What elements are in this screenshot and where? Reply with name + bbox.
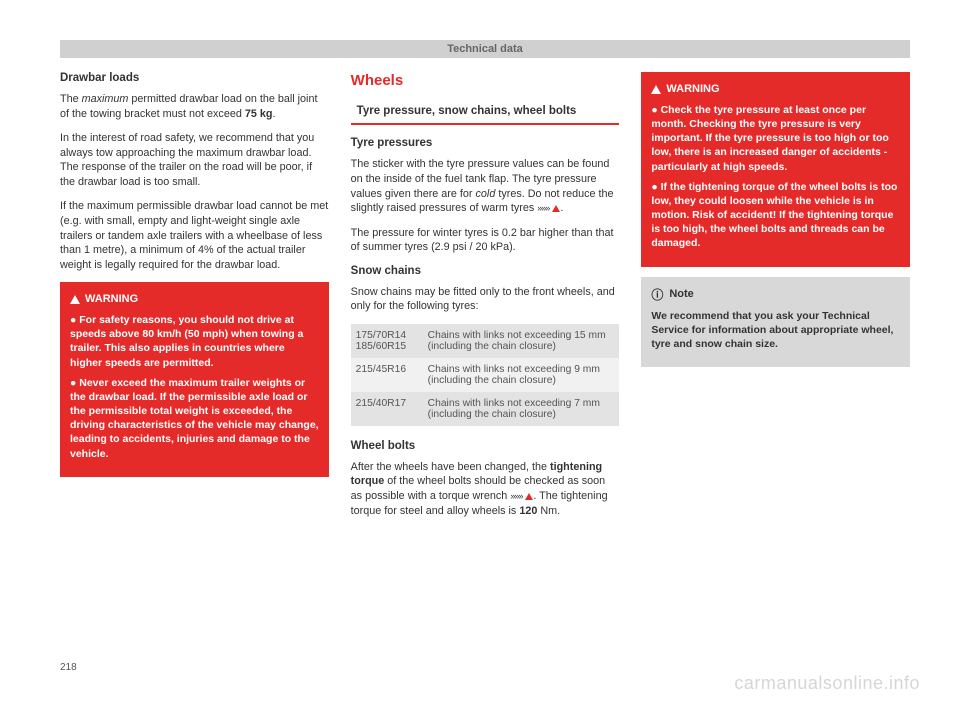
text: The [60,93,82,105]
tyre-size-cell: 175/70R14 185/60R15 [351,324,423,358]
text: After the wheels have been changed, the [351,461,550,473]
tyre-size-cell: 215/45R16 [351,358,423,392]
warning-triangle-icon [651,85,661,94]
arrows-icon: »»» [537,203,549,213]
warning-head: WARNING [70,292,319,307]
snow-chains-heading: Snow chains [351,265,620,277]
text-bold: 75 kg [245,108,273,120]
chain-desc-cell: Chains with links not exceeding 9 mm (in… [423,358,620,392]
warning-text: ● Never exceed the maximum trailer weigh… [70,376,319,461]
text-italic: cold [476,188,496,200]
wheels-subtitle: Tyre pressure, snow chains, wheel bolts [351,99,620,125]
note-box: ⓘ Note We recommend that you ask your Te… [641,277,910,368]
chain-table: 175/70R14 185/60R15 Chains with links no… [351,324,620,426]
header-bar: Technical data [60,40,910,58]
text-italic: maximum [82,93,129,105]
table-row: 175/70R14 185/60R15 Chains with links no… [351,324,620,358]
warning-head: WARNING [651,82,900,97]
tyre-pressures-heading: Tyre pressures [351,137,620,149]
warning-label: WARNING [666,82,719,97]
chain-desc-cell: Chains with links not exceeding 15 mm (i… [423,324,620,358]
note-text: We recommend that you ask your Technical… [651,309,900,352]
warning-text: ● Check the tyre pressure at least once … [651,103,900,174]
column-1: Drawbar loads The maximum permitted draw… [60,72,329,528]
snow-para: Snow chains may be fitted only to the fr… [351,285,620,314]
info-icon: ⓘ [651,287,663,303]
table-row: 215/40R17 Chains with links not exceedin… [351,392,620,426]
note-head: ⓘ Note [651,287,900,303]
tyre-size-cell: 215/40R17 [351,392,423,426]
chain-desc-cell: Chains with links not exceeding 7 mm (in… [423,392,620,426]
bolts-para: After the wheels have been changed, the … [351,460,620,518]
drawbar-para-1: The maximum permitted drawbar load on th… [60,92,329,121]
drawbar-para-3: If the maximum permissible drawbar load … [60,199,329,272]
wheel-bolts-heading: Wheel bolts [351,440,620,452]
arrows-icon: »»» [510,491,522,501]
tyre-para-1: The sticker with the tyre pressure value… [351,157,620,215]
tyre-para-2: The pressure for winter tyres is 0.2 bar… [351,226,620,255]
table-row: 215/45R16 Chains with links not exceedin… [351,358,620,392]
text-bold: 120 [519,505,537,517]
warning-text: ● If the tightening torque of the wheel … [651,180,900,251]
warning-triangle-icon [70,295,80,304]
columns: Drawbar loads The maximum permitted draw… [60,72,910,528]
warning-label: WARNING [85,292,138,307]
warning-box-col3: WARNING ● Check the tyre pressure at lea… [641,72,910,267]
text: Nm. [537,505,560,517]
note-label: Note [669,287,693,302]
drawbar-para-2: In the interest of road safety, we recom… [60,131,329,189]
watermark: carmanualsonline.info [734,673,920,694]
warning-text: ● For safety reasons, you should not dri… [70,313,319,370]
text: . [560,202,563,214]
warning-box-col1: WARNING ● For safety reasons, you should… [60,282,329,477]
page-number: 218 [60,662,77,673]
column-2: Wheels Tyre pressure, snow chains, wheel… [351,72,620,528]
column-3: WARNING ● Check the tyre pressure at lea… [641,72,910,528]
drawbar-heading: Drawbar loads [60,72,329,84]
page-content: Technical data Drawbar loads The maximum… [0,0,960,558]
text: . [272,108,275,120]
wheels-title: Wheels [351,72,620,89]
